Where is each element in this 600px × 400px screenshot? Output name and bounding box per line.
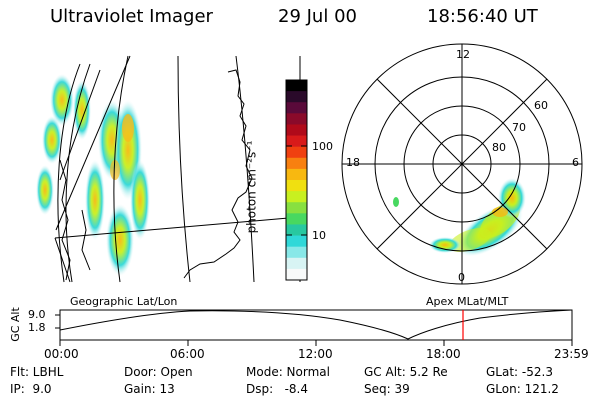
colorbar-cell <box>286 268 307 281</box>
instrument-title: Ultraviolet Imager <box>50 6 213 27</box>
timeline-x-label-0000: 00:00 <box>44 347 79 361</box>
colorbar-cell <box>286 135 307 148</box>
colorbar-cell <box>286 213 307 225</box>
status-ip: IP: 9.0 <box>10 382 52 396</box>
colorbar-cell <box>286 202 307 214</box>
colorbar-cell <box>286 180 307 192</box>
geo-map-label: Geographic Lat/Lon <box>70 295 178 308</box>
status-gc-alt: GC Alt: 5.2 Re <box>364 365 448 379</box>
status-seq: Seq: 39 <box>364 382 410 396</box>
status-glat: GLat: -52.3 <box>486 365 553 379</box>
status-gain: Gain: 13 <box>124 382 175 396</box>
lat-label-80: 80 <box>492 141 506 154</box>
polar-label: Apex MLat/MLT <box>426 295 509 308</box>
colorbar-unit-label: photon cm⁻²s⁻¹ <box>244 140 259 234</box>
altitude-curve <box>59 309 573 340</box>
colorbar-cell <box>286 246 307 259</box>
status-filter: Flt: LBHL <box>10 365 64 379</box>
timeline-y-label-1-8: 1.8 <box>28 321 46 334</box>
colorbar-cell <box>286 235 307 248</box>
colorbar-cell <box>286 102 307 114</box>
colorbar-cell <box>286 168 307 181</box>
colorbar-cell <box>286 80 307 92</box>
polar-plot <box>341 43 583 285</box>
polar-aurora-emission <box>393 178 526 257</box>
status-mode: Mode: Normal <box>246 365 330 379</box>
colorbar-cell <box>286 113 307 125</box>
colorbar-cell <box>286 91 307 103</box>
status-dsp: Dsp: -8.4 <box>246 382 309 396</box>
altitude-timeline <box>55 309 573 346</box>
lat-label-70: 70 <box>512 121 526 134</box>
mlt-label-0: 0 <box>458 271 465 284</box>
mlt-label-12: 12 <box>456 48 470 61</box>
geographic-map <box>36 55 301 283</box>
colorbar-cell <box>286 124 307 137</box>
time-label: 18:56:40 UT <box>427 6 538 27</box>
status-glon: GLon: 121.2 <box>486 382 559 396</box>
colorbar-tick-10: 10 <box>312 229 326 242</box>
timeline-x-label-1800: 18:00 <box>426 347 461 361</box>
colorbar <box>285 79 308 281</box>
colorbar-cell <box>286 257 307 270</box>
timeline-x-label-2359: 23:59 <box>554 347 589 361</box>
geo-aurora-emission <box>36 74 150 276</box>
timeline-x-label-0600: 06:00 <box>170 347 205 361</box>
colorbar-cell <box>286 191 307 203</box>
date-label: 29 Jul 00 <box>278 6 357 27</box>
mlt-label-6: 6 <box>572 156 579 169</box>
timeline-axis-title: GC Alt <box>8 307 22 342</box>
status-door: Door: Open <box>124 365 193 379</box>
timeline-x-label-1200: 12:00 <box>298 347 333 361</box>
colorbar-cell <box>286 224 307 237</box>
colorbar-tick-100: 100 <box>312 140 333 153</box>
colorbar-cell <box>286 146 307 159</box>
mlt-label-18: 18 <box>346 156 360 169</box>
lat-label-60: 60 <box>534 99 548 112</box>
timeline-y-label-9: 9.0 <box>28 308 46 321</box>
colorbar-cell <box>286 157 307 170</box>
coastline <box>59 69 253 281</box>
